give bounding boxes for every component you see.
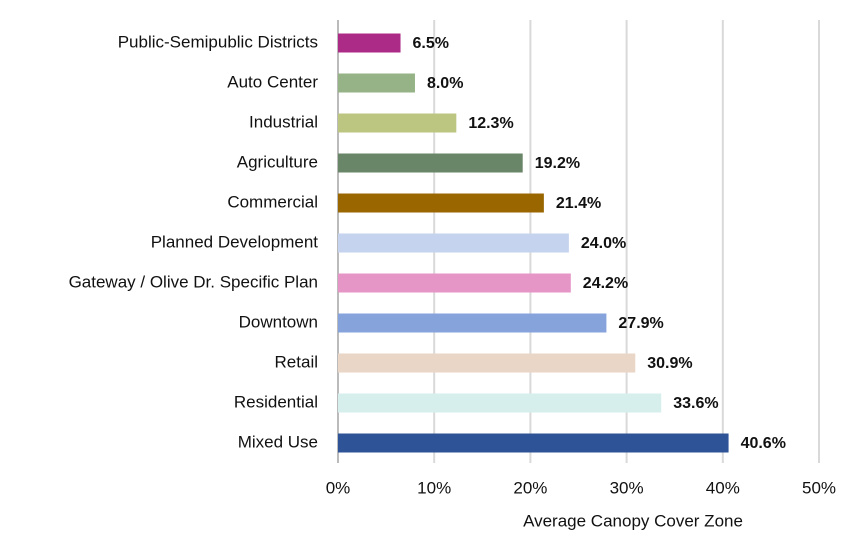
y-tick-label: Auto Center — [227, 72, 318, 91]
x-axis-title: Average Canopy Cover Zone — [523, 511, 743, 530]
bar — [338, 73, 415, 93]
y-tick-label: Gateway / Olive Dr. Specific Plan — [69, 272, 318, 291]
value-label: 19.2% — [535, 155, 580, 172]
bar — [338, 33, 401, 53]
y-tick-label: Mixed Use — [238, 432, 318, 451]
bar — [338, 193, 544, 213]
y-tick-label: Retail — [275, 352, 318, 371]
bar — [338, 273, 571, 293]
value-label: 27.9% — [618, 315, 663, 332]
bar — [338, 113, 457, 133]
x-tick-label: 40% — [706, 478, 740, 497]
x-tick-label: 0% — [326, 478, 351, 497]
bar — [338, 313, 607, 333]
y-tick-label: Commercial — [227, 192, 318, 211]
y-tick-label: Planned Development — [151, 232, 319, 251]
bar — [338, 393, 662, 413]
value-label: 40.6% — [741, 435, 786, 452]
x-tick-label: 10% — [417, 478, 451, 497]
bar — [338, 233, 569, 253]
y-tick-label: Industrial — [249, 112, 318, 131]
value-label: 33.6% — [673, 395, 718, 412]
bar — [338, 153, 523, 173]
y-tick-label: Residential — [234, 392, 318, 411]
value-label: 24.2% — [583, 275, 628, 292]
x-tick-label: 50% — [802, 478, 836, 497]
value-label: 12.3% — [468, 115, 513, 132]
bar — [338, 433, 729, 453]
value-label: 21.4% — [556, 195, 601, 212]
x-tick-label: 30% — [610, 478, 644, 497]
value-label: 6.5% — [413, 35, 449, 52]
x-tick-label: 20% — [513, 478, 547, 497]
value-label: 30.9% — [647, 355, 692, 372]
bar — [338, 353, 636, 373]
value-label: 8.0% — [427, 75, 463, 92]
y-tick-label: Public-Semipublic Districts — [118, 32, 318, 51]
y-tick-label: Agriculture — [237, 152, 318, 171]
value-label: 24.0% — [581, 235, 626, 252]
y-tick-label: Downtown — [239, 312, 318, 331]
